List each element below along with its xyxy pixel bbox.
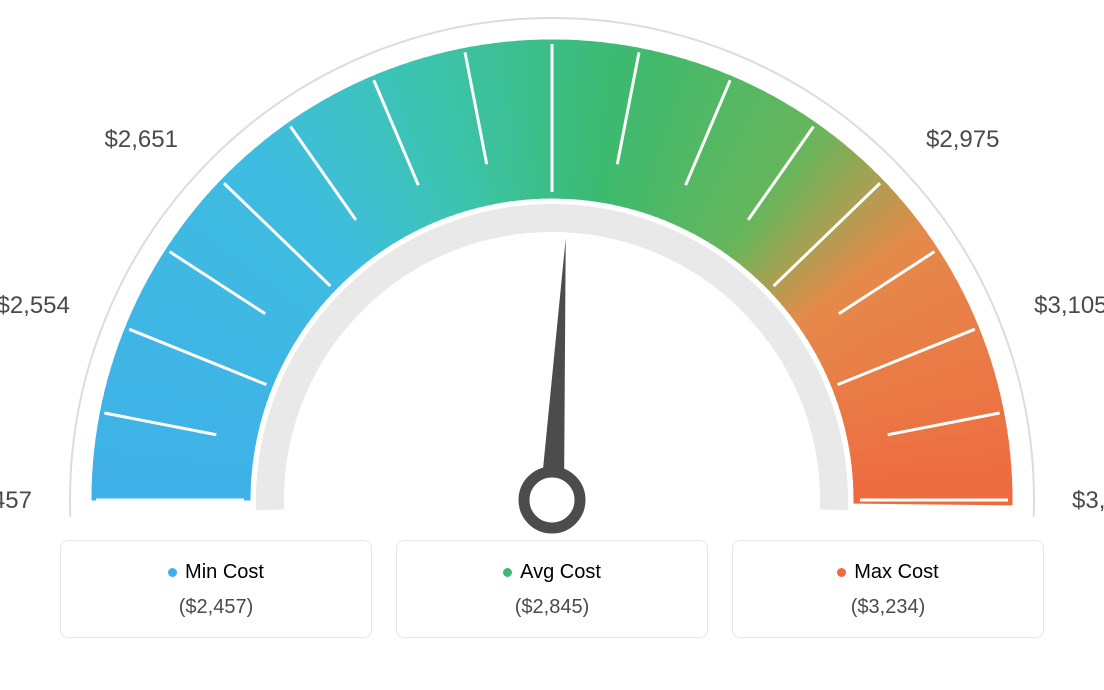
svg-text:$2,554: $2,554 (0, 292, 70, 319)
dot-icon (503, 568, 512, 577)
dot-icon (837, 568, 846, 577)
stat-value: ($2,845) (405, 596, 699, 619)
svg-text:$2,457: $2,457 (0, 487, 32, 514)
stat-label: Min Cost (185, 561, 264, 584)
dot-icon (168, 568, 177, 577)
stat-label: Max Cost (854, 561, 938, 584)
stat-card-max: Max Cost ($3,234) (732, 540, 1044, 638)
stat-label: Avg Cost (520, 561, 601, 584)
stat-value: ($2,457) (69, 596, 363, 619)
svg-text:$3,234: $3,234 (1072, 487, 1104, 514)
stat-title-avg: Avg Cost (503, 561, 601, 584)
stat-row: Min Cost ($2,457) Avg Cost ($2,845) Max … (0, 540, 1104, 638)
gauge-chart: $2,457$2,554$2,651$2,845$2,975$3,105$3,2… (0, 0, 1104, 540)
stat-title-max: Max Cost (837, 561, 938, 584)
stat-card-min: Min Cost ($2,457) (60, 540, 372, 638)
svg-text:$3,105: $3,105 (1034, 292, 1104, 319)
svg-text:$2,651: $2,651 (105, 126, 178, 153)
stat-card-avg: Avg Cost ($2,845) (396, 540, 708, 638)
stat-title-min: Min Cost (168, 561, 264, 584)
svg-text:$2,975: $2,975 (926, 126, 999, 153)
gauge-svg: $2,457$2,554$2,651$2,845$2,975$3,105$3,2… (0, 0, 1104, 540)
stat-value: ($3,234) (741, 596, 1035, 619)
